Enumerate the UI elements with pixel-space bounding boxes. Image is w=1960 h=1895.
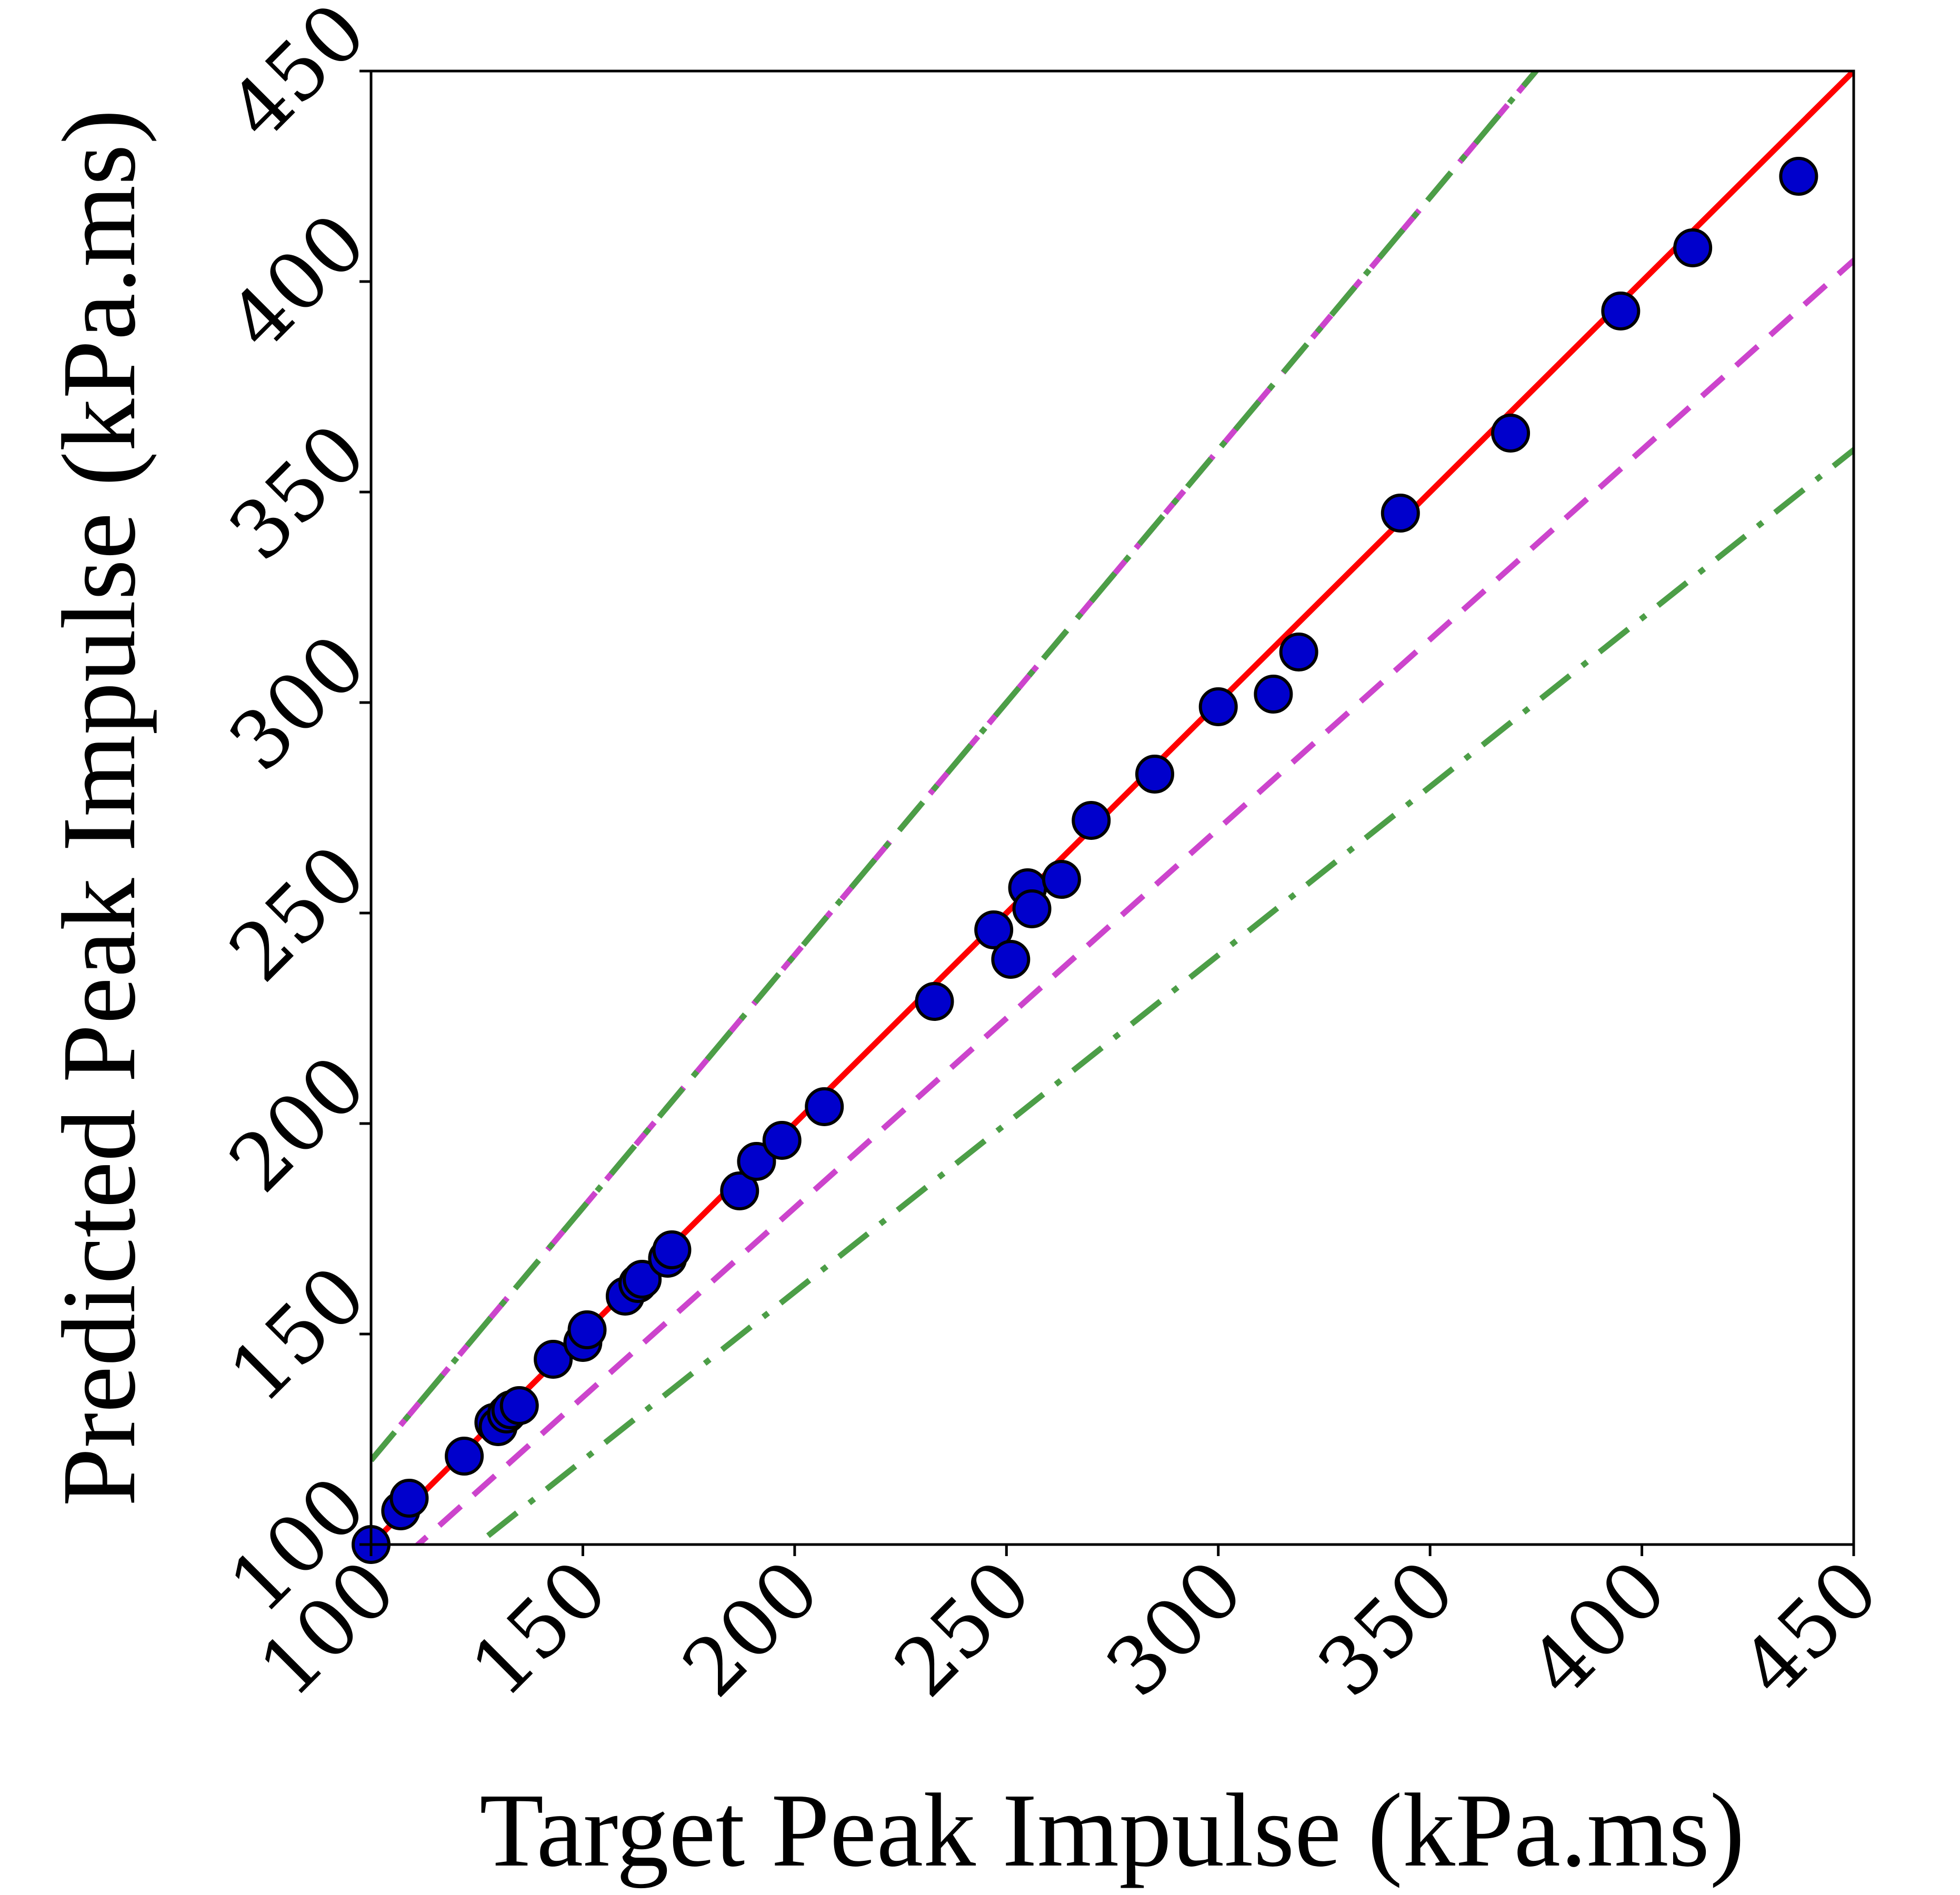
reference-line-1 — [371, 71, 1540, 1462]
x-tick-label: 400 — [1513, 1543, 1684, 1714]
y-tick-label: 450 — [212, 0, 383, 157]
data-point — [1673, 228, 1713, 267]
data-point — [720, 1171, 759, 1210]
axis-ticks — [359, 69, 1855, 1556]
data-point — [1012, 889, 1052, 928]
data-point — [737, 1142, 776, 1181]
data-point — [805, 1087, 844, 1126]
x-tick-label: 200 — [666, 1543, 837, 1714]
data-point — [1491, 414, 1531, 453]
data-point — [1779, 157, 1818, 196]
reference-line-4 — [472, 446, 1854, 1545]
data-point — [1042, 860, 1081, 899]
data-point — [652, 1230, 692, 1269]
x-tick-label: 350 — [1301, 1543, 1472, 1714]
plot-frame — [369, 69, 1855, 1546]
data-point — [389, 1479, 429, 1518]
data-points — [352, 157, 1818, 1564]
data-point — [974, 910, 1014, 949]
y-axis-title: Predicted Peak Impulse (kPa.ms) — [41, 109, 157, 1507]
y-tick-label: 400 — [212, 196, 383, 367]
data-point — [1254, 675, 1293, 714]
y-tick-label: 200 — [212, 1038, 383, 1209]
y-tick-label: 350 — [212, 407, 383, 578]
data-point — [1072, 801, 1111, 840]
data-point — [1135, 755, 1174, 794]
data-point — [567, 1310, 607, 1349]
y-tick-label: 300 — [212, 617, 383, 788]
data-point — [762, 1121, 802, 1160]
data-point — [534, 1340, 573, 1379]
x-tick-label: 250 — [877, 1543, 1048, 1714]
x-tick-label: 300 — [1089, 1543, 1261, 1714]
x-tick-labels: 100 150 200 250 300 350 400 450 — [242, 1543, 1896, 1714]
data-point — [445, 1437, 484, 1476]
data-point — [1279, 633, 1318, 671]
data-point — [991, 940, 1031, 979]
data-point — [1601, 292, 1641, 330]
data-point — [499, 1386, 539, 1425]
reference-line-2 — [414, 256, 1854, 1545]
reference-lines — [371, 71, 1854, 1545]
data-point — [1381, 494, 1420, 533]
x-tick-label: 150 — [454, 1543, 625, 1714]
y-tick-label: 150 — [212, 1249, 383, 1420]
x-tick-label: 450 — [1725, 1543, 1896, 1714]
reference-line-3 — [371, 71, 1540, 1462]
x-axis-title: Target Peak Impulse (kPa.ms) — [479, 1772, 1745, 1889]
y-tick-label: 250 — [212, 828, 383, 999]
data-point — [915, 982, 954, 1021]
data-point — [1198, 687, 1238, 726]
data-point — [623, 1260, 662, 1299]
